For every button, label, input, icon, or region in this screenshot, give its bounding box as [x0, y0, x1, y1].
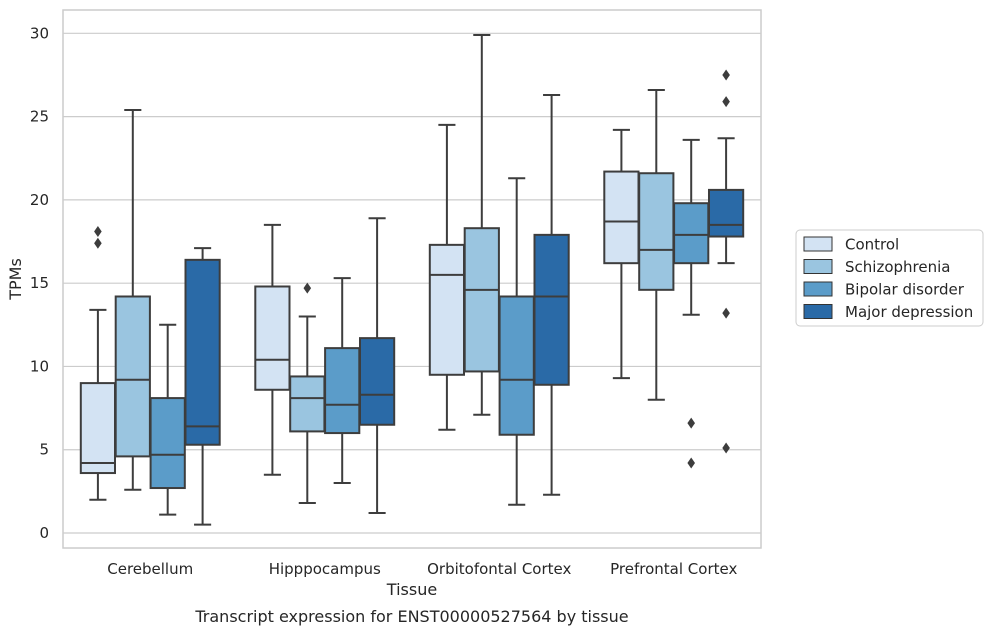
y-axis-title: TPMs: [6, 258, 25, 301]
outlier-point: [94, 237, 102, 249]
box-iqr: [673, 202, 710, 265]
box-major-depression: [707, 69, 745, 454]
legend-label: Control: [845, 236, 899, 254]
box-iqr: [79, 382, 117, 475]
box-iqr: [638, 172, 675, 291]
y-tick-labels: 0 5 10 15 20 25 30: [30, 24, 49, 542]
y-tick-label: 15: [30, 274, 49, 292]
box-iqr: [428, 243, 466, 376]
legend-label: Major depression: [845, 303, 973, 321]
legend-frame: [795, 229, 984, 327]
legend-swatch: [803, 304, 833, 319]
box-bipolar-disorder: [324, 277, 361, 485]
x-tick-label: Hipppocampus: [269, 560, 381, 578]
outlier-point: [687, 457, 695, 469]
box-schizophrenia: [463, 33, 500, 416]
x-tick-label: Prefrontal Cortex: [610, 560, 737, 578]
outlier-point: [687, 417, 695, 429]
box-major-depression: [184, 247, 221, 526]
box-schizophrenia: [638, 88, 675, 401]
box-iqr: [498, 295, 535, 436]
box-major-depression: [358, 217, 396, 515]
plot-area-frame: [62, 9, 762, 549]
x-tick-labels: Cerebellum Hipppocampus Orbitofontal Corte…: [107, 560, 737, 578]
legend-label: Bipolar disorder: [845, 281, 965, 299]
box-iqr: [603, 170, 640, 265]
y-tick-label: 20: [30, 191, 49, 209]
box-iqr: [463, 227, 500, 373]
box-iqr: [114, 295, 151, 458]
outlier-point: [722, 442, 730, 454]
box-bipolar-disorder: [498, 177, 535, 506]
outlier-point: [722, 307, 730, 319]
legend-items: Control Schizophrenia Bipolar disorder Majo…: [803, 236, 973, 321]
legend-swatch: [803, 236, 833, 252]
legend: Control Schizophrenia Bipolar disorder Majo…: [795, 229, 984, 327]
outlier-point: [722, 96, 730, 108]
y-tick-label: 0: [39, 524, 49, 542]
box-control: [428, 123, 466, 431]
box-iqr: [707, 188, 745, 238]
box-control: [603, 128, 640, 380]
y-tick-label: 5: [39, 441, 49, 459]
box-iqr: [149, 397, 186, 490]
legend-label: Schizophrenia: [845, 258, 950, 276]
box-iqr: [289, 375, 326, 433]
y-tick-label: 25: [30, 108, 49, 126]
box-major-depression: [533, 93, 570, 496]
outlier-point: [94, 226, 102, 238]
box-schizophrenia: [289, 282, 326, 505]
box-control: [254, 223, 291, 476]
box-iqr: [358, 337, 396, 426]
y-tick-label: 30: [30, 24, 49, 42]
box-control: [79, 226, 117, 501]
box-iqr: [324, 347, 361, 435]
box-iqr: [254, 285, 291, 391]
legend-swatch: [803, 281, 833, 297]
outlier-point: [303, 282, 312, 294]
box-bipolar-disorder: [673, 138, 710, 469]
box-bipolar-disorder: [149, 323, 186, 516]
y-tick-label: 10: [30, 357, 49, 375]
plot-marks: [79, 33, 745, 526]
x-axis-title: Tissue: [386, 580, 437, 599]
legend-swatch: [803, 259, 833, 274]
x-tick-label: Cerebellum: [107, 560, 193, 578]
box-iqr: [184, 258, 221, 446]
box-schizophrenia: [114, 108, 151, 491]
box-iqr: [533, 233, 570, 386]
x-tick-label: Orbitofontal Cortex: [427, 560, 571, 578]
figure-caption: Transcript expression for ENST0000052756…: [194, 607, 628, 626]
outlier-point: [722, 69, 730, 81]
